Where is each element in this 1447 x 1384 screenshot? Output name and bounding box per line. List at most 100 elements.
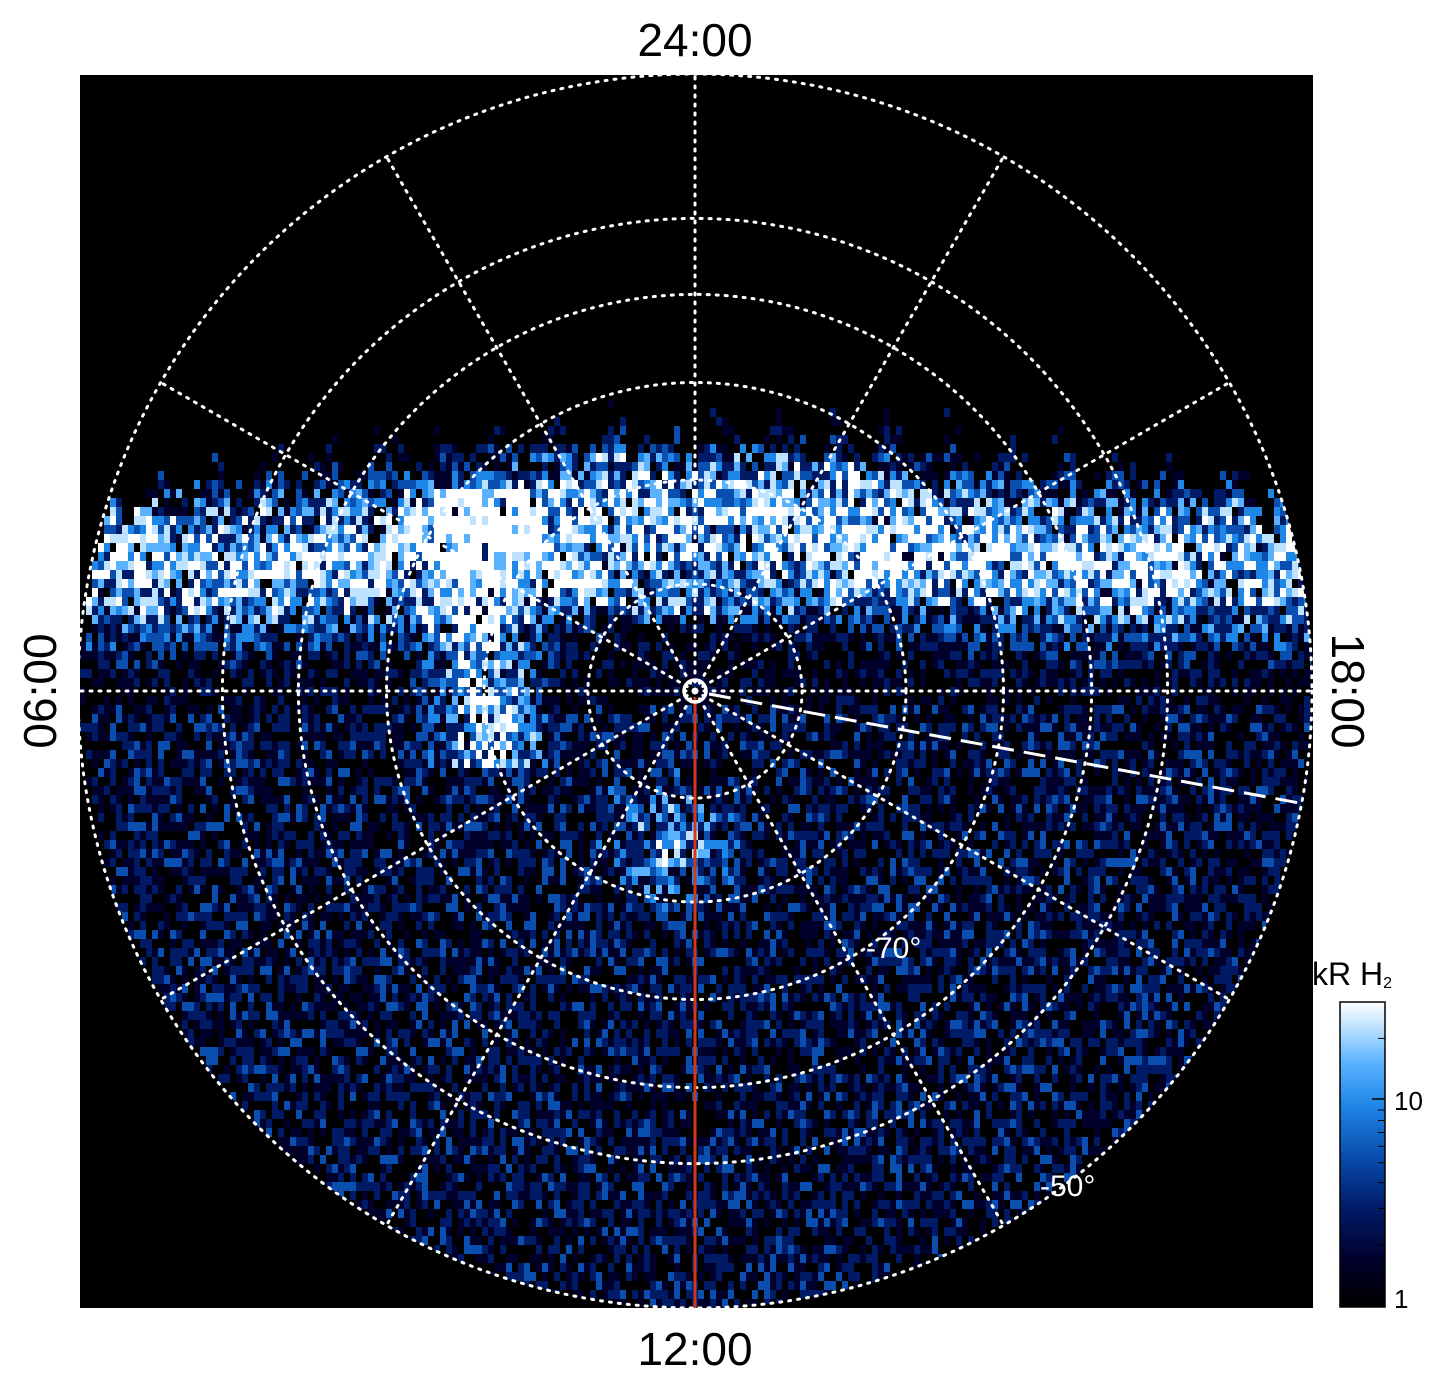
emission-cell	[266, 561, 272, 570]
emission-cell	[1076, 588, 1082, 597]
emission-cell	[122, 606, 128, 615]
emission-cell	[512, 480, 518, 489]
emission-cell	[1058, 624, 1064, 633]
emission-cell	[428, 489, 434, 498]
emission-cell	[974, 615, 980, 624]
emission-cell	[1214, 543, 1220, 552]
emission-cell	[638, 570, 644, 579]
emission-cell	[236, 660, 242, 669]
emission-cell	[758, 534, 764, 543]
emission-cell	[128, 651, 134, 660]
emission-cell	[386, 516, 392, 525]
emission-cell	[1124, 543, 1130, 552]
emission-cell	[416, 507, 422, 516]
emission-cell	[548, 453, 554, 462]
emission-cell	[824, 606, 830, 615]
emission-cell	[764, 534, 770, 543]
emission-cell	[212, 516, 218, 525]
emission-cell	[1058, 588, 1064, 597]
emission-cell	[668, 615, 674, 624]
emission-cell	[446, 669, 452, 678]
emission-cell	[296, 624, 302, 633]
emission-cell	[974, 516, 980, 525]
emission-cell	[566, 525, 572, 534]
emission-cell	[938, 525, 944, 534]
emission-cell	[182, 552, 188, 561]
emission-cell	[1016, 597, 1022, 606]
emission-cell	[1232, 642, 1238, 651]
emission-cell	[1070, 633, 1076, 642]
emission-cell	[428, 651, 434, 660]
emission-cell	[302, 714, 308, 723]
emission-cell	[758, 525, 764, 534]
emission-cell	[266, 606, 272, 615]
emission-cell	[362, 525, 368, 534]
emission-cell	[866, 660, 872, 669]
emission-cell	[170, 624, 176, 633]
emission-cell	[614, 453, 620, 462]
emission-cell	[116, 570, 122, 579]
emission-cell	[146, 543, 152, 552]
emission-cell	[674, 570, 680, 579]
emission-cell	[1208, 723, 1214, 732]
emission-cell	[206, 498, 212, 507]
emission-cell	[1184, 588, 1190, 597]
emission-cell	[320, 642, 326, 651]
emission-cell	[320, 462, 326, 471]
emission-cell	[128, 633, 134, 642]
emission-cell	[158, 480, 164, 489]
emission-cell	[878, 426, 884, 435]
emission-cell	[1172, 678, 1178, 687]
emission-cell	[488, 678, 494, 687]
emission-cell	[470, 453, 476, 462]
emission-cell	[908, 489, 914, 498]
emission-cell	[1034, 651, 1040, 660]
emission-cell	[656, 480, 662, 489]
emission-cell	[638, 633, 644, 642]
emission-cell	[1268, 588, 1274, 597]
emission-cell	[152, 678, 158, 687]
emission-cell	[830, 408, 836, 417]
emission-cell	[776, 705, 782, 714]
emission-cell	[704, 543, 710, 552]
emission-cell	[1010, 525, 1016, 534]
emission-cell	[1184, 615, 1190, 624]
emission-cell	[128, 570, 134, 579]
emission-cell	[1166, 633, 1172, 642]
emission-cell	[1166, 624, 1172, 633]
emission-cell	[116, 525, 122, 534]
emission-cell	[506, 732, 512, 741]
emission-cell	[662, 606, 668, 615]
emission-cell	[626, 615, 632, 624]
emission-cell	[1256, 579, 1262, 588]
emission-cell	[1154, 516, 1160, 525]
emission-cell	[1232, 633, 1238, 642]
emission-cell	[920, 534, 926, 543]
emission-cell	[512, 669, 518, 678]
emission-cell	[260, 462, 266, 471]
emission-cell	[986, 480, 992, 489]
emission-cell	[620, 471, 626, 480]
emission-cell	[1100, 651, 1106, 660]
emission-cell	[170, 696, 176, 705]
emission-cell	[1136, 723, 1142, 732]
emission-cell	[872, 678, 878, 687]
emission-cell	[410, 579, 416, 588]
emission-cell	[320, 570, 326, 579]
emission-cell	[824, 597, 830, 606]
emission-cell	[866, 498, 872, 507]
emission-cell	[1130, 651, 1136, 660]
emission-cell	[950, 588, 956, 597]
emission-cell	[1046, 552, 1052, 561]
emission-cell	[926, 543, 932, 552]
emission-cell	[1262, 597, 1268, 606]
emission-cell	[308, 714, 314, 723]
emission-cell	[206, 705, 212, 714]
emission-cell	[512, 660, 518, 669]
emission-cell	[1082, 570, 1088, 579]
emission-cell	[140, 597, 146, 606]
emission-cell	[728, 534, 734, 543]
emission-cell	[302, 723, 308, 732]
emission-cell	[86, 651, 92, 660]
emission-cell	[632, 489, 638, 498]
